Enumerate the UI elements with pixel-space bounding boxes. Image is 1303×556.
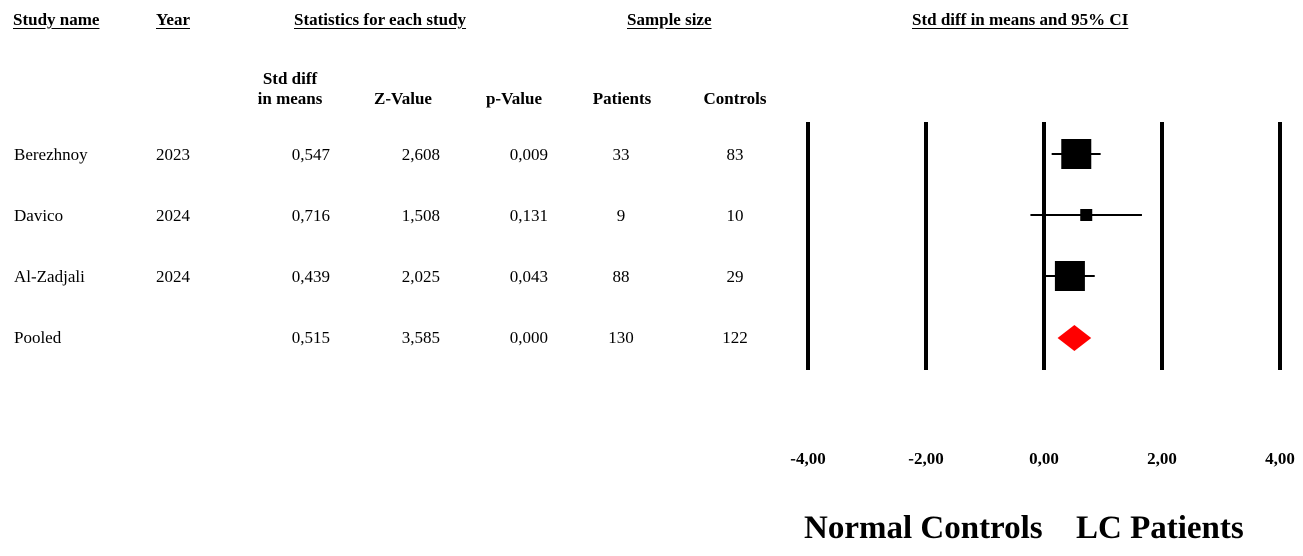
study-p-value: 0,000 (509, 328, 548, 347)
study-z-value: 2,025 (401, 267, 440, 286)
study-name: Pooled (14, 328, 62, 347)
study-year: 2024 (156, 206, 190, 225)
study-marker (1080, 209, 1093, 221)
study-p-value: 0,043 (509, 267, 548, 286)
study-z-value: 1,508 (401, 206, 440, 225)
header-study-name: Study name (13, 10, 100, 29)
study-patients: 9 (616, 206, 626, 225)
study-marker (1054, 261, 1085, 291)
subheader-z-value: Z-Value (374, 89, 432, 108)
subheader-smd-line1: Std diff (262, 69, 318, 88)
study-controls: 122 (722, 328, 748, 347)
header-statistics: Statistics for each study (294, 10, 467, 29)
subheader-smd: Std diff in means (250, 69, 330, 109)
study-patients: 33 (612, 145, 630, 164)
subheader-patients: Patients (592, 89, 652, 108)
study-name: Davico (14, 206, 64, 225)
study-name: Berezhnoy (14, 145, 88, 164)
study-marker (1061, 139, 1092, 169)
x-tick-label: 4,00 (1265, 449, 1295, 468)
study-z-value: 3,585 (401, 328, 440, 347)
study-controls: 10 (726, 206, 744, 225)
subheader-controls: Controls (703, 89, 767, 108)
study-p-value: 0,131 (509, 206, 548, 225)
pooled-diamond (1057, 325, 1092, 351)
header-sample-size: Sample size (627, 10, 712, 29)
x-tick-label: -4,00 (790, 449, 826, 468)
study-controls: 83 (726, 145, 744, 164)
study-controls: 29 (726, 267, 744, 286)
study-year: 2024 (156, 267, 190, 286)
x-tick-label: 2,00 (1147, 449, 1177, 468)
header-year: Year (156, 10, 190, 29)
subheader-smd-line2: in means (257, 89, 323, 108)
header-ci: Std diff in means and 95% CI (912, 10, 1129, 29)
subheader-p-value: p-Value (485, 89, 543, 108)
study-smd: 0,515 (291, 328, 330, 347)
study-smd: 0,716 (291, 206, 330, 225)
x-tick-label: 0,00 (1029, 449, 1059, 468)
direction-label-left: Normal Controls (804, 510, 1043, 546)
study-name: Al-Zadjali (14, 267, 85, 286)
direction-label-right: LC Patients (1076, 510, 1244, 546)
study-smd: 0,547 (291, 145, 330, 164)
x-tick-label: -2,00 (908, 449, 944, 468)
study-year: 2023 (156, 145, 190, 164)
study-smd: 0,439 (291, 267, 330, 286)
study-p-value: 0,009 (509, 145, 548, 164)
study-patients: 88 (612, 267, 630, 286)
study-patients: 130 (608, 328, 634, 347)
study-z-value: 2,608 (401, 145, 440, 164)
